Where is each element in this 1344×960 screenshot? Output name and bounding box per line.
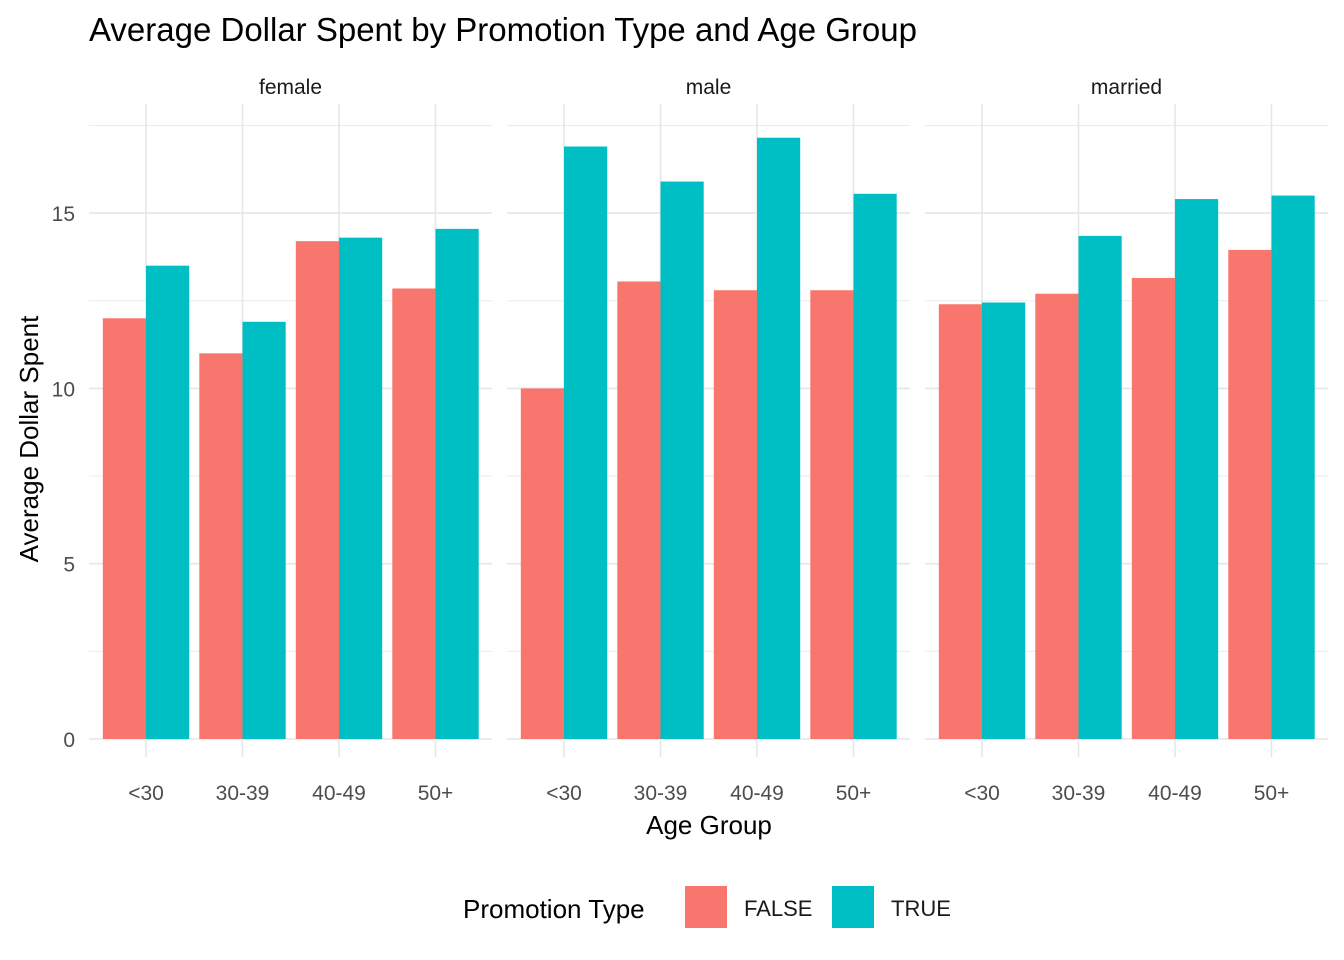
bar-married-false-1 xyxy=(1035,293,1079,739)
bar-married-true-2 xyxy=(1175,199,1219,740)
legend: Promotion Type FALSE TRUE xyxy=(463,886,951,928)
y-axis-title: Average Dollar Spent xyxy=(14,315,44,562)
bar-female-true-2 xyxy=(339,237,383,739)
bar-married-true-3 xyxy=(1271,195,1315,739)
facet-strip-label: female xyxy=(259,76,322,99)
bar-male-true-1 xyxy=(660,181,704,739)
legend-label-false: FALSE xyxy=(744,896,812,921)
bar-married-false-0 xyxy=(938,304,982,739)
x-tick-label: 50+ xyxy=(836,782,872,805)
bar-married-true-0 xyxy=(982,302,1026,739)
bar-male-true-0 xyxy=(564,146,608,740)
bar-married-false-2 xyxy=(1131,277,1175,739)
x-tick-label: 30-39 xyxy=(1052,782,1106,805)
y-tick-label: 15 xyxy=(52,203,75,226)
facet-panels: female <30 30-39 40-49 50+ male <30 30-39 40-49 5… xyxy=(89,76,1328,805)
bar-male-false-3 xyxy=(810,290,854,739)
bar-female-true-3 xyxy=(435,228,479,739)
bar-female-true-0 xyxy=(146,265,190,739)
bar-male-true-3 xyxy=(853,193,897,739)
facet-panel-female: female <30 30-39 40-49 50+ xyxy=(89,76,492,805)
x-tick-label: <30 xyxy=(546,782,582,805)
legend-title: Promotion Type xyxy=(463,894,645,924)
facet-strip-label: male xyxy=(686,76,732,99)
bar-male-true-2 xyxy=(757,137,801,739)
x-tick-label: 30-39 xyxy=(634,782,688,805)
bar-female-false-3 xyxy=(392,288,436,739)
facet-panel-male: male <30 30-39 40-49 50+ xyxy=(507,76,910,805)
bar-married-true-1 xyxy=(1078,235,1122,740)
x-tick-label: 50+ xyxy=(418,782,454,805)
x-tick-label: <30 xyxy=(964,782,1000,805)
facet-strip-label: married xyxy=(1091,76,1162,99)
legend-key-true xyxy=(832,886,874,928)
bar-female-false-0 xyxy=(102,318,146,739)
x-tick-label: 50+ xyxy=(1254,782,1290,805)
legend-key-false xyxy=(685,886,727,928)
x-tick-label: <30 xyxy=(128,782,164,805)
chart-title: Average Dollar Spent by Promotion Type a… xyxy=(89,11,917,48)
y-tick-label: 10 xyxy=(52,378,75,401)
bar-female-false-1 xyxy=(199,353,243,739)
bar-male-false-2 xyxy=(713,290,757,739)
y-tick-label: 5 xyxy=(63,554,75,577)
bar-female-true-1 xyxy=(242,321,286,739)
bar-male-false-1 xyxy=(617,281,661,739)
x-tick-label: 40-49 xyxy=(1148,782,1202,805)
y-axis: 0 5 10 15 xyxy=(52,203,75,752)
legend-label-true: TRUE xyxy=(891,896,951,921)
facet-panel-married: married <30 30-39 40-49 50+ xyxy=(925,76,1328,805)
x-tick-label: 40-49 xyxy=(730,782,784,805)
x-tick-label: 40-49 xyxy=(312,782,366,805)
bar-married-false-3 xyxy=(1228,249,1272,739)
x-tick-label: 30-39 xyxy=(216,782,270,805)
x-axis-title: Age Group xyxy=(646,810,772,840)
bar-female-false-2 xyxy=(295,241,339,739)
y-tick-label: 0 xyxy=(63,729,75,752)
bar-male-false-0 xyxy=(520,388,564,739)
